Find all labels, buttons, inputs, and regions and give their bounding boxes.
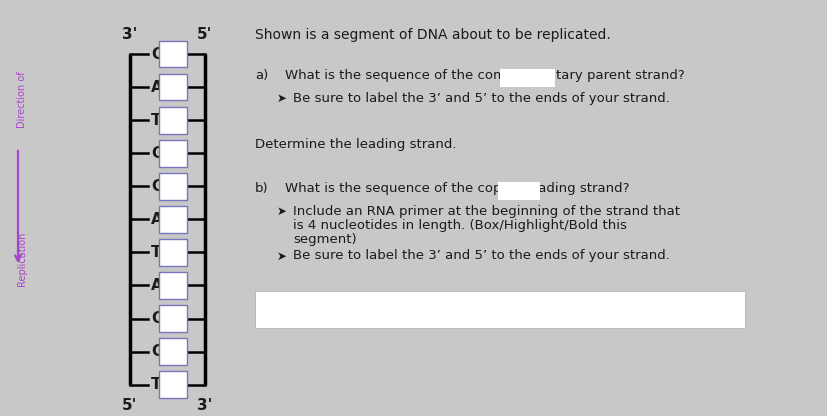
Text: Determine the leading strand.: Determine the leading strand. — [255, 138, 456, 151]
Text: ➤: ➤ — [277, 250, 286, 262]
Bar — [159, 305, 187, 332]
Text: C: C — [151, 311, 162, 326]
Text: a): a) — [255, 69, 268, 82]
Bar — [159, 338, 187, 365]
Bar — [159, 140, 187, 166]
Text: G: G — [151, 344, 163, 359]
Bar — [159, 272, 187, 299]
Text: A: A — [151, 278, 163, 293]
Text: T: T — [151, 377, 161, 392]
Text: 3': 3' — [197, 399, 213, 414]
Text: What is the sequence of the complementary parent strand?: What is the sequence of the complementar… — [284, 69, 684, 82]
Text: segment): segment) — [293, 233, 356, 246]
Text: 5': 5' — [122, 399, 137, 414]
Bar — [159, 41, 187, 67]
Bar — [500, 69, 554, 87]
Text: G: G — [151, 146, 163, 161]
Text: A: A — [151, 80, 163, 95]
Text: b): b) — [255, 183, 268, 196]
Bar — [159, 173, 187, 200]
Text: C: C — [151, 47, 162, 62]
Text: Be sure to label the 3’ and 5’ to the ends of your strand.: Be sure to label the 3’ and 5’ to the en… — [293, 250, 669, 262]
Bar — [159, 107, 187, 134]
Text: is 4 nucleotides in length. (Box/Highlight/Bold this: is 4 nucleotides in length. (Box/Highlig… — [293, 219, 626, 232]
Text: ➤: ➤ — [277, 205, 286, 218]
Bar — [159, 239, 187, 266]
Text: What is the sequence of the copied leading strand?: What is the sequence of the copied leadi… — [284, 183, 629, 196]
Bar — [159, 206, 187, 233]
Text: Be sure to label the 3’ and 5’ to the ends of your strand.: Be sure to label the 3’ and 5’ to the en… — [293, 92, 669, 105]
Text: T: T — [151, 113, 161, 128]
Bar — [497, 183, 539, 200]
Bar — [255, 291, 744, 328]
Text: Replication: Replication — [17, 232, 27, 286]
Text: G: G — [151, 179, 163, 194]
Text: Shown is a segment of DNA about to be replicated.: Shown is a segment of DNA about to be re… — [255, 27, 610, 42]
Text: Direction of: Direction of — [17, 72, 27, 128]
Text: T: T — [151, 245, 161, 260]
Text: A: A — [151, 212, 163, 227]
Text: 5': 5' — [197, 27, 213, 42]
Text: 3': 3' — [122, 27, 137, 42]
Text: Include an RNA primer at the beginning of the strand that: Include an RNA primer at the beginning o… — [293, 205, 679, 218]
Bar — [159, 74, 187, 101]
Bar — [159, 371, 187, 398]
Text: ➤: ➤ — [277, 92, 286, 105]
